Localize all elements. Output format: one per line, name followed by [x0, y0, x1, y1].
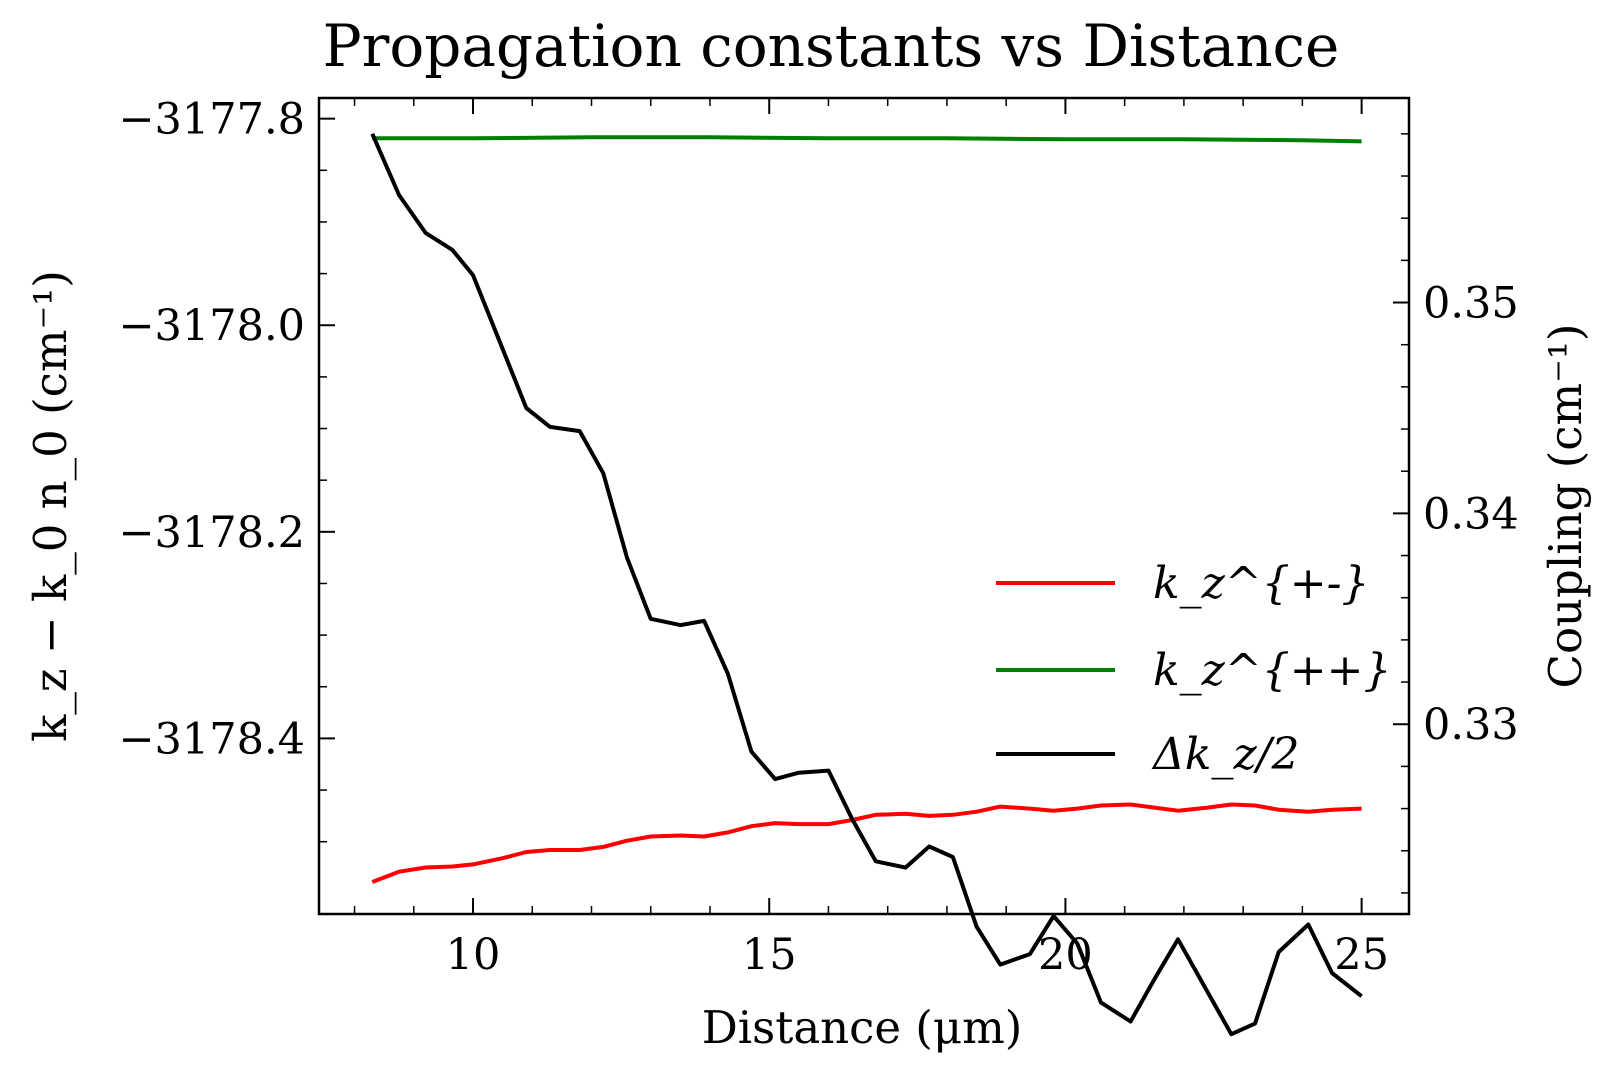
y-right-tick-label: 0.35: [1423, 279, 1519, 329]
x-axis: 10 15 20 25: [353, 98, 1389, 980]
left-y-axis-label: k_z − k_0 n_0 (cm⁻¹): [24, 270, 77, 742]
x-tick-label: 20: [1038, 930, 1093, 980]
legend-label-kz-plus-minus: k_z^{+-}: [1153, 558, 1369, 609]
y-left-tick-label: −3177.8: [119, 95, 306, 145]
plot-area: [317, 96, 1411, 916]
left-y-axis: −3177.8 −3178.0 −3178.2 −3178.4: [119, 95, 335, 843]
series-line-kz-plus-plus: [372, 135, 1362, 144]
y-left-tick-label: −3178.2: [119, 508, 306, 558]
x-axis-label: Distance (μm): [702, 1001, 1023, 1054]
legend: k_z^{+-} k_z^{++} Δk_z/2: [996, 558, 1391, 780]
legend-label-kz-plus-plus: k_z^{++}: [1153, 645, 1391, 696]
right-y-axis: 0.35 0.34 0.33: [1393, 133, 1519, 894]
y-left-tick-label: −3178.4: [119, 714, 306, 764]
right-y-axis-label: Coupling (cm⁻¹): [1539, 324, 1592, 689]
series-line-kz-plus-minus: [371, 802, 1362, 884]
x-tick-label: 25: [1334, 930, 1389, 980]
x-tick-label: 10: [446, 930, 501, 980]
plot-frame: [317, 96, 1411, 916]
legend-label-delta-kz: Δk_z/2: [1151, 729, 1299, 780]
y-right-tick-label: 0.33: [1423, 700, 1519, 750]
series-layer: [370, 133, 1363, 1037]
x-tick-label: 15: [742, 930, 797, 980]
chart-title: Propagation constants vs Distance: [323, 12, 1340, 80]
y-right-tick-label: 0.34: [1423, 489, 1519, 539]
y-left-tick-label: −3178.0: [119, 301, 306, 351]
series-line-delta-kz: [370, 133, 1363, 1037]
